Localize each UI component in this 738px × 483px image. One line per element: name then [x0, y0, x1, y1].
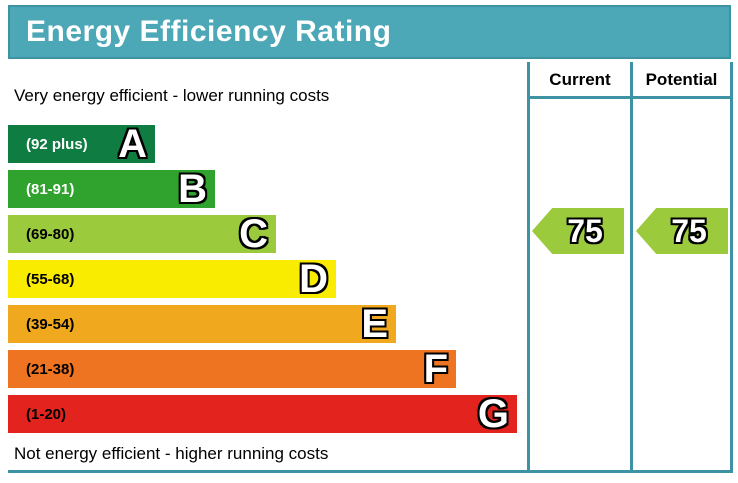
column-divider-right — [730, 62, 733, 473]
band-range-label: (21-38) — [26, 360, 75, 378]
band-letter: G — [477, 392, 509, 436]
page-title: Energy Efficiency Rating — [26, 15, 392, 48]
band-range-label: (39-54) — [26, 315, 75, 333]
band-range-label: (55-68) — [26, 270, 75, 288]
band-row-b: (81-91) B — [8, 167, 215, 211]
band-row-c: (69-80) C — [8, 212, 276, 256]
potential-rating-value: 75 — [671, 212, 707, 249]
band-range-label: (92 plus) — [26, 135, 88, 153]
band-letter: E — [361, 302, 388, 346]
caption-bottom: Not energy efficient - higher running co… — [14, 444, 329, 463]
band-row-f: (21-38) F — [8, 347, 456, 391]
band-letter: F — [423, 347, 448, 391]
bottom-border — [8, 470, 733, 473]
band-letter: B — [178, 167, 207, 211]
current-rating-arrow: 75 — [532, 208, 624, 254]
column-divider-middle — [630, 62, 633, 473]
title-banner: Energy Efficiency Rating — [8, 5, 731, 59]
column-header-potential: Potential — [645, 70, 718, 89]
current-rating-value: 75 — [567, 212, 603, 249]
band-range-label: (1-20) — [26, 405, 67, 423]
band-letter: D — [299, 257, 328, 301]
column-header-current: Current — [549, 70, 611, 89]
band-range-label: (81-91) — [26, 180, 75, 198]
band-letter: C — [239, 212, 268, 256]
column-divider-left — [527, 62, 530, 473]
header-underline — [527, 96, 733, 99]
band-row-d: (55-68) D — [8, 257, 336, 301]
band-row-g: (1-20) G — [8, 392, 517, 436]
potential-rating-arrow: 75 — [636, 208, 728, 254]
caption-top: Very energy efficient - lower running co… — [14, 86, 330, 105]
band-row-a: (92 plus) A — [8, 122, 155, 166]
band-range-label: (69-80) — [26, 225, 75, 243]
band-letter: A — [118, 122, 147, 166]
band-row-e: (39-54) E — [8, 302, 396, 346]
